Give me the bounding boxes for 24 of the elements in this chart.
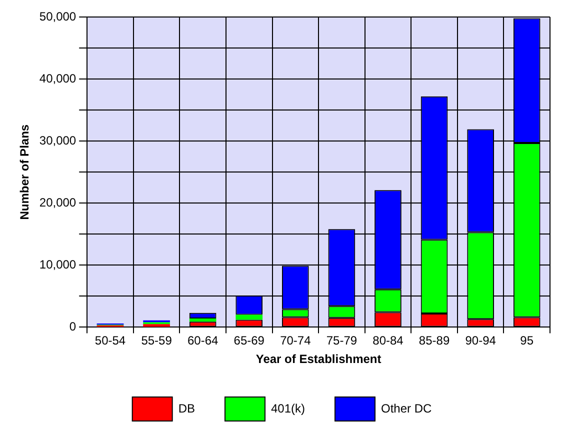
x-axis-title: Year of Establishment [256, 352, 382, 366]
y-tick-label: 30,000 [39, 133, 76, 148]
x-tick-label: 65-69 [234, 334, 265, 348]
x-tick-label: 55-59 [141, 334, 172, 348]
bar [143, 324, 170, 327]
x-tick-label: 75-79 [326, 334, 358, 348]
x-tick-label: 85-89 [418, 334, 450, 348]
bar [189, 318, 216, 322]
x-tick-label: 50-54 [94, 334, 126, 348]
y-tick-label: 50,000 [39, 9, 76, 24]
y-tick-label: 20,000 [39, 195, 76, 210]
y-axis-title: Number of Plans [18, 124, 32, 220]
y-tick-label: 10,000 [39, 257, 76, 272]
bar [236, 314, 263, 320]
legend-label: Other DC [381, 401, 432, 416]
x-tick-label: 70-74 [280, 334, 312, 348]
x-tick-label: 80-84 [372, 334, 404, 348]
x-tick-label: 95 [520, 334, 534, 348]
legend-label: 401(k) [270, 401, 306, 416]
y-tick-label: 40,000 [39, 71, 76, 86]
legend-label: DB [178, 401, 195, 416]
y-tick-label: 0 [69, 320, 76, 334]
x-tick-label: 90-94 [465, 334, 496, 348]
x-tick-label: 60-64 [187, 334, 218, 348]
